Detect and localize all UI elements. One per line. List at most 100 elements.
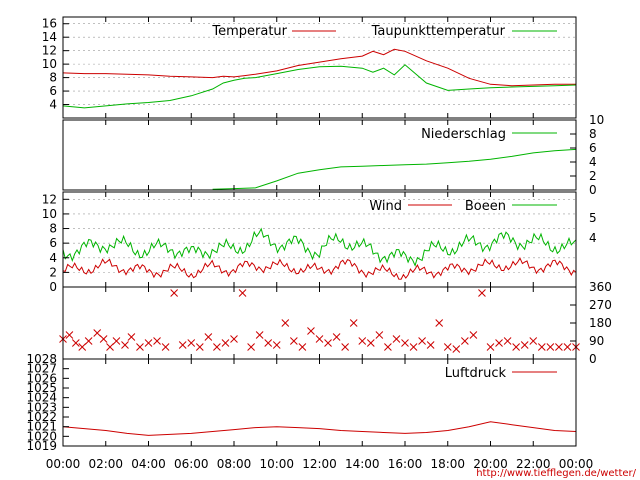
scatter-point-windrichtung	[247, 343, 255, 351]
scatter-point-stroke	[409, 343, 418, 351]
ytick-label-wind: 0	[49, 280, 57, 294]
scatter-point-stroke	[238, 289, 247, 297]
xtick-label: 22:00	[516, 457, 551, 471]
scatter-point-stroke	[161, 343, 170, 351]
legend-label-luftdruck: Luftdruck	[445, 366, 507, 381]
series-line-wind	[62, 257, 577, 280]
scatter-point-windrichtung	[366, 339, 375, 347]
scatter-point-windrichtung	[375, 331, 384, 339]
scatter-point-windrichtung	[324, 339, 332, 347]
scatter-point-windrichtung	[529, 337, 538, 345]
scatter-point-stroke	[195, 343, 204, 351]
scatter-point-windrichtung	[298, 343, 307, 351]
scatter-point-windrichtung	[187, 339, 196, 347]
scatter-point-windrichtung	[264, 339, 273, 347]
scatter-point-windrichtung	[563, 343, 572, 351]
series-line-luftdruck	[62, 421, 577, 436]
scatter-point-windrichtung	[121, 341, 129, 349]
series-line-taupunkttemperatur	[62, 64, 577, 109]
scatter-point-stroke	[392, 335, 401, 343]
scatter-point-stroke	[204, 333, 213, 341]
scatter-point-windrichtung	[349, 319, 358, 327]
scatter-point-stroke	[529, 337, 538, 345]
ytick-label-niederschlag: 0	[589, 183, 597, 197]
panel-frame	[62, 286, 577, 360]
scatter-point-stroke	[563, 343, 572, 351]
xtick-label: 06:00	[174, 457, 209, 471]
scatter-point-windrichtung	[272, 341, 281, 349]
scatter-point-windrichtung	[555, 343, 563, 351]
ytick-label-temp: 4	[49, 98, 57, 112]
ytick-label-niederschlag: 2	[589, 169, 597, 183]
scatter-point-windrichtung	[332, 333, 341, 341]
xtick-label: 18:00	[430, 457, 465, 471]
scatter-point-windrichtung	[144, 339, 153, 347]
ytick-label-windrichtung: 0	[589, 352, 597, 366]
scatter-point-stroke	[443, 343, 452, 351]
ytick-label-temp: 12	[42, 44, 57, 58]
ytick-label-wind: 6	[49, 236, 57, 250]
xtick-label: 08:00	[217, 457, 252, 471]
scatter-point-windrichtung	[136, 343, 144, 351]
scatter-point-stroke	[221, 339, 230, 347]
scatter-point-stroke	[230, 335, 238, 343]
scatter-point-stroke	[213, 343, 221, 351]
scatter-point-stroke	[469, 331, 478, 339]
scatter-point-windrichtung	[238, 289, 247, 297]
scatter-point-stroke	[435, 319, 444, 327]
scatter-point-windrichtung	[443, 343, 452, 351]
scatter-point-stroke	[106, 343, 114, 351]
scatter-point-stroke	[332, 333, 341, 341]
scatter-point-windrichtung	[84, 337, 93, 345]
scatter-point-windrichtung	[401, 339, 409, 347]
scatter-point-windrichtung	[460, 337, 469, 345]
legend-label-wind: Wind	[369, 199, 402, 214]
ytick-label-luftdruck: 1024	[26, 391, 57, 405]
scatter-point-stroke	[272, 341, 281, 349]
scatter-point-stroke	[555, 343, 563, 351]
ytick-label-luftdruck: 1028	[26, 352, 57, 366]
scatter-point-stroke	[503, 337, 512, 345]
scatter-point-windrichtung	[213, 343, 221, 351]
ytick-label-niederschlag: 8	[589, 127, 597, 141]
scatter-point-windrichtung	[537, 343, 546, 351]
scatter-point-stroke	[247, 343, 255, 351]
scatter-point-windrichtung	[478, 289, 486, 297]
scatter-point-stroke	[520, 341, 529, 349]
ytick-label-luftdruck: 1020	[26, 429, 57, 443]
ytick-label-wind: 2	[49, 265, 57, 279]
ytick-label-luftdruck: 1027	[26, 362, 57, 376]
scatter-point-windrichtung	[221, 339, 230, 347]
scatter-point-windrichtung	[93, 329, 102, 337]
scatter-point-stroke	[418, 337, 426, 345]
scatter-point-windrichtung	[452, 345, 461, 353]
ytick-label-wind: 4	[49, 251, 57, 265]
ytick-label-niederschlag: 10	[589, 113, 604, 127]
scatter-point-windrichtung	[384, 343, 392, 351]
scatter-point-stroke	[452, 345, 461, 353]
ytick-label-temp: 8	[49, 71, 57, 85]
legend-label-temperatur: Temperatur	[211, 24, 287, 39]
series-line-boeen	[62, 227, 577, 267]
ytick-label-luftdruck: 1023	[26, 400, 57, 414]
legend-label-taupunkttemperatur: Taupunkttemperatur	[371, 24, 506, 39]
scatter-point-stroke	[341, 343, 350, 351]
scatter-point-windrichtung	[409, 343, 418, 351]
xtick-label: 14:00	[345, 457, 380, 471]
scatter-point-stroke	[358, 337, 367, 345]
scatter-point-windrichtung	[435, 319, 444, 327]
scatter-point-windrichtung	[486, 343, 495, 351]
source-url-text: http://www.tiefflegen.de/wetter/	[476, 468, 636, 479]
scatter-point-stroke	[486, 343, 495, 351]
scatter-point-windrichtung	[178, 341, 187, 349]
xtick-label: 20:00	[473, 457, 508, 471]
scatter-point-stroke	[99, 335, 108, 343]
series-line-temperatur	[62, 48, 576, 87]
scatter-point-stroke	[307, 327, 315, 335]
scatter-point-stroke	[349, 319, 358, 327]
scatter-point-stroke	[153, 337, 161, 345]
ytick-label-niederschlag: 6	[589, 141, 597, 155]
scatter-point-windrichtung	[512, 343, 521, 351]
scatter-point-stroke	[65, 331, 74, 339]
